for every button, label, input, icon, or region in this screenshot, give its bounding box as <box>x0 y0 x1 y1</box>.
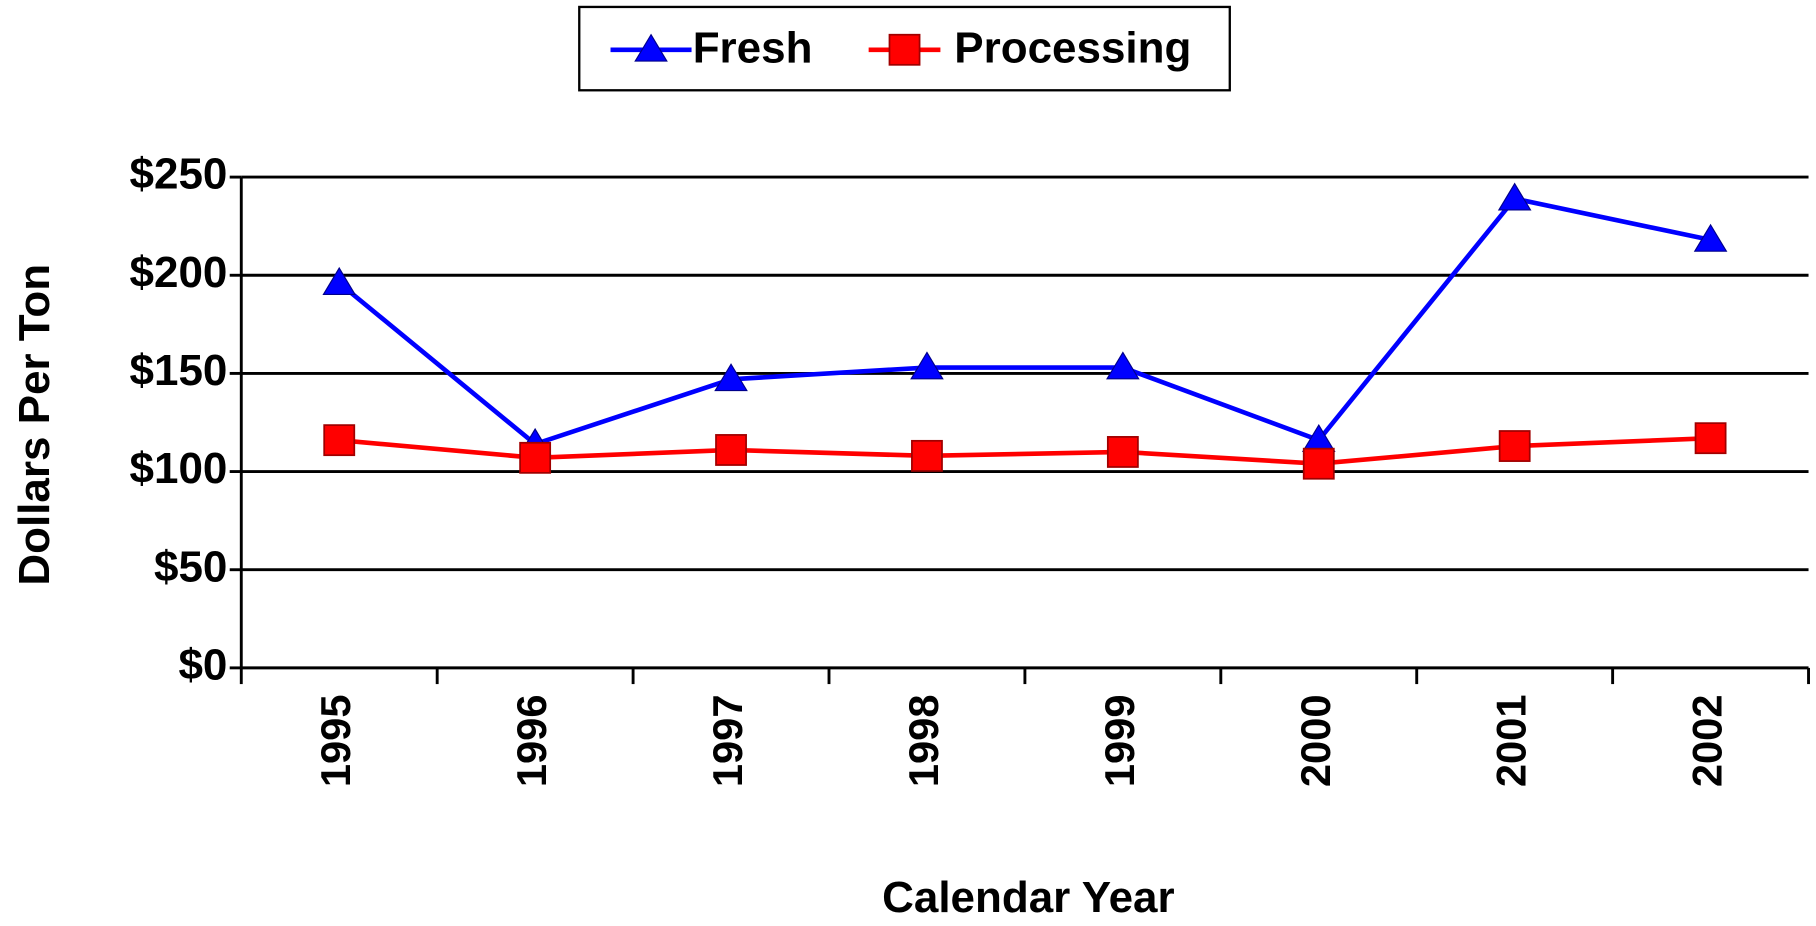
series-line <box>339 435 1711 467</box>
legend-marker <box>634 33 668 62</box>
x-tick-label: 1998 <box>900 695 947 788</box>
legend-label: Fresh <box>693 24 813 73</box>
y-tick-label: $250 <box>130 150 228 199</box>
marker <box>1498 430 1531 462</box>
x-tick-label: 1999 <box>1096 695 1143 788</box>
x-tick-label: 2000 <box>1292 695 1339 788</box>
y-tick-label: $100 <box>130 444 228 493</box>
legend-marker <box>888 33 921 66</box>
x-tick-label: 1996 <box>508 695 555 788</box>
x-tick-label: 2002 <box>1684 694 1731 787</box>
series-line <box>337 196 1712 447</box>
x-axis-title: Calendar Year <box>882 873 1175 922</box>
marker <box>322 266 357 295</box>
marker <box>1106 351 1140 380</box>
marker <box>1694 422 1727 455</box>
marker <box>1693 223 1728 252</box>
marker <box>519 441 552 474</box>
y-tick-label: $150 <box>130 346 228 395</box>
marker <box>911 439 943 472</box>
legend-label: Processing <box>954 24 1191 73</box>
marker <box>1497 182 1532 211</box>
marker <box>714 363 748 392</box>
x-tick-label: 1997 <box>704 695 751 788</box>
marker <box>323 424 356 457</box>
x-tick-label: 1995 <box>312 695 359 788</box>
marker <box>1106 436 1139 468</box>
marker <box>715 434 747 466</box>
y-tick-label: $200 <box>130 248 228 297</box>
marker <box>1302 447 1335 480</box>
y-axis-title: Dollars Per Ton <box>10 264 59 586</box>
y-tick-label: $50 <box>154 542 227 591</box>
x-tick-label: 2001 <box>1488 694 1535 787</box>
marker <box>910 351 944 380</box>
y-tick-label: $0 <box>178 641 227 690</box>
